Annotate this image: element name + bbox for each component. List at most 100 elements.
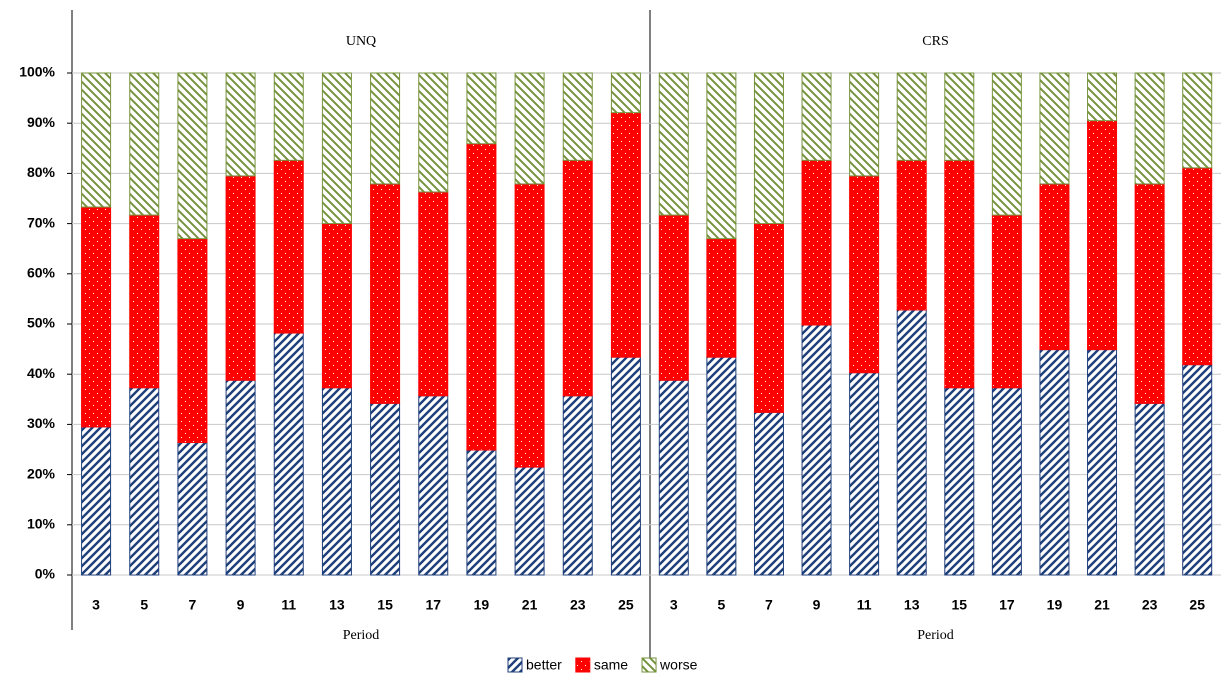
legend-label: worse [659,657,698,673]
bar-segment [706,356,737,576]
bar-segment [1087,120,1118,351]
bar-segment [418,395,449,576]
x-tick-label: 15 [377,597,393,613]
bar-segment [81,426,112,576]
y-tick-label: 10% [27,516,56,532]
bar-segment [418,191,449,397]
bar-segment [225,72,256,177]
bar-segment [1039,183,1070,351]
x-tick-label: 19 [474,597,490,613]
x-tick-label: 25 [1189,597,1205,613]
bar-segment [944,387,975,576]
bar-segment [610,72,641,114]
x-tick-label: 21 [1094,597,1110,613]
bar-segment [81,72,112,208]
x-tick-label: 9 [813,597,821,613]
bar-segment [1134,402,1165,576]
x-tick-label: 7 [765,597,773,613]
y-tick-label: 100% [19,64,55,80]
bar-segment [1087,349,1118,576]
bar-segment [706,238,737,358]
bar-segment [944,72,975,161]
bar-segment [753,72,784,225]
bar-segment [129,214,160,389]
bar-segment [273,332,304,576]
y-tick-label: 80% [27,164,56,180]
y-tick-label: 90% [27,114,56,130]
bar-segment [896,309,927,576]
y-tick-label: 40% [27,365,56,381]
x-tick-label: 19 [1047,597,1063,613]
y-tick-label: 0% [35,566,56,582]
x-tick-label: 17 [425,597,441,613]
bar-segment [849,175,880,374]
legend-swatch [507,657,523,673]
bar-segment [610,356,641,576]
bar-segment [991,387,1022,576]
bar-segment [466,143,497,451]
bar-segment [466,449,497,576]
bar-segment [1134,72,1165,185]
bar-segment [273,159,304,334]
x-tick-label: 25 [618,597,634,613]
x-tick-label: 13 [329,597,345,613]
bar-segment [562,395,593,576]
x-axis-title: Period [343,628,380,643]
y-tick-label: 60% [27,265,56,281]
bar-segment [129,72,160,216]
panel-title: UNQ [346,34,376,49]
bar-segment [177,441,208,576]
panel-title: CRS [922,34,948,49]
x-axis-title: Period [917,628,954,643]
bar-segment [991,72,1022,216]
bar-segment [1087,72,1118,122]
bar-segment [225,379,256,576]
y-tick-label: 30% [27,415,56,431]
bar-segment [849,72,880,177]
x-tick-label: 23 [1142,597,1158,613]
bar-segment [610,112,641,358]
x-tick-label: 13 [904,597,920,613]
x-tick-label: 15 [952,597,968,613]
bar-segment [321,72,352,225]
bar-segment [514,183,545,468]
bar-segment [321,223,352,389]
bar-segment [1134,183,1165,404]
x-tick-label: 11 [281,597,296,613]
bar-segment [658,214,689,381]
y-tick-label: 50% [27,315,56,331]
x-tick-label: 17 [999,597,1015,613]
bar-segment [514,72,545,185]
bar-segment [1182,167,1213,366]
y-tick-label: 20% [27,465,56,481]
legend-swatch [575,657,591,673]
bar-segment [514,466,545,576]
x-tick-label: 11 [857,597,872,613]
bar-segment [177,72,208,240]
bar-segment [1182,72,1213,169]
x-tick-label: 9 [237,597,245,613]
bar-segment [991,214,1022,389]
bar-segment [562,72,593,161]
x-tick-label: 3 [92,597,100,613]
bar-segment [944,159,975,389]
bar-segment [1039,72,1070,185]
bar-segment [370,72,401,185]
bar-segment [896,72,927,161]
bar-segment [81,206,112,428]
bar-segment [1182,364,1213,576]
x-tick-label: 21 [522,597,538,613]
bar-segment [370,183,401,404]
bar-segment [370,402,401,576]
bar-segment [658,72,689,216]
bar-segment [753,411,784,576]
bar-segment [466,72,497,145]
bar-segment [658,379,689,576]
bar-segment [321,387,352,576]
bar-segment [753,223,784,413]
bar-segment [801,159,832,326]
bar-segment [849,372,880,576]
x-tick-label: 5 [140,597,148,613]
x-tick-label: 3 [670,597,678,613]
